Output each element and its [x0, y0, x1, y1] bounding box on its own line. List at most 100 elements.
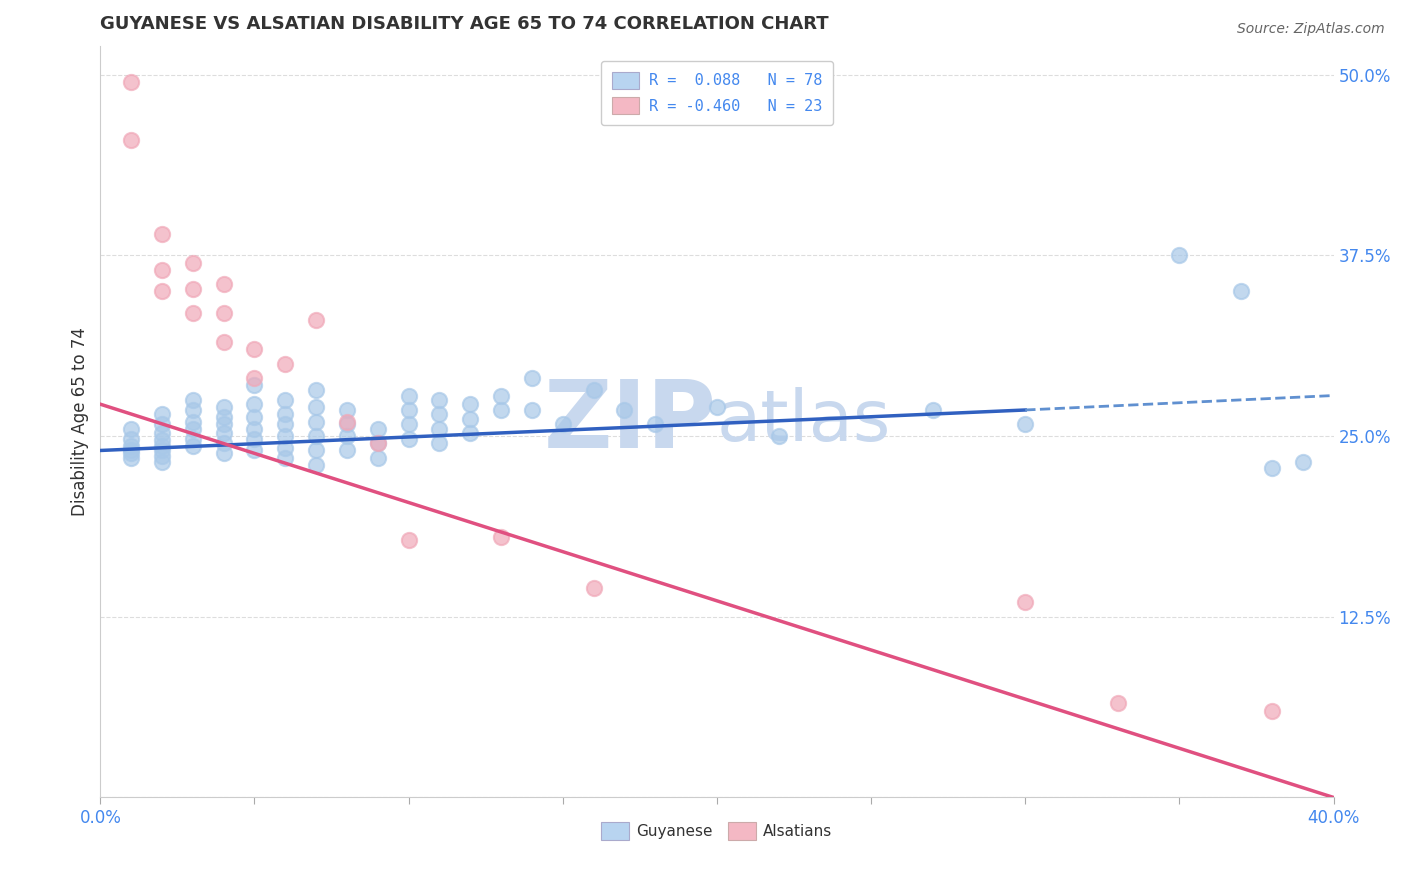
Point: [489, 403, 512, 417]
Point: [181, 415, 204, 429]
Point: [243, 443, 266, 458]
Point: [181, 306, 204, 320]
Point: [150, 434, 173, 448]
Point: [181, 432, 204, 446]
Point: [181, 403, 204, 417]
Point: [120, 446, 142, 460]
Point: [150, 417, 173, 432]
Point: [1292, 455, 1315, 469]
Point: [398, 403, 420, 417]
Point: [429, 436, 451, 450]
Point: [274, 357, 297, 371]
Point: [613, 403, 636, 417]
Point: [274, 429, 297, 443]
Point: [398, 388, 420, 402]
Point: [120, 133, 142, 147]
Point: [150, 227, 173, 241]
Point: [120, 439, 142, 453]
Point: [520, 371, 543, 385]
Point: [243, 371, 266, 385]
Point: [212, 306, 235, 320]
Point: [212, 446, 235, 460]
Point: [489, 388, 512, 402]
Point: [243, 378, 266, 392]
Point: [398, 417, 420, 432]
Point: [1230, 285, 1253, 299]
Point: [305, 443, 328, 458]
Point: [1261, 460, 1284, 475]
Point: [429, 407, 451, 421]
Point: [212, 277, 235, 292]
Point: [644, 417, 666, 432]
Point: [1261, 704, 1284, 718]
Legend: Guyanese, Alsatians: Guyanese, Alsatians: [595, 816, 839, 847]
Text: GUYANESE VS ALSATIAN DISABILITY AGE 65 TO 74 CORRELATION CHART: GUYANESE VS ALSATIAN DISABILITY AGE 65 T…: [100, 15, 830, 33]
Point: [181, 255, 204, 269]
Point: [367, 450, 389, 465]
Text: atlas: atlas: [717, 387, 891, 456]
Point: [181, 392, 204, 407]
Point: [150, 439, 173, 453]
Point: [212, 334, 235, 349]
Point: [212, 400, 235, 414]
Text: Source: ZipAtlas.com: Source: ZipAtlas.com: [1237, 22, 1385, 37]
Point: [1014, 595, 1036, 609]
Point: [367, 422, 389, 436]
Point: [367, 436, 389, 450]
Point: [120, 75, 142, 89]
Point: [212, 426, 235, 441]
Point: [212, 436, 235, 450]
Point: [398, 432, 420, 446]
Point: [243, 397, 266, 411]
Point: [150, 449, 173, 463]
Point: [429, 422, 451, 436]
Point: [181, 281, 204, 295]
Point: [274, 417, 297, 432]
Point: [706, 400, 728, 414]
Point: [336, 415, 359, 429]
Point: [150, 407, 173, 421]
Point: [458, 411, 481, 425]
Point: [274, 392, 297, 407]
Point: [305, 313, 328, 327]
Point: [582, 383, 605, 397]
Point: [305, 415, 328, 429]
Point: [243, 422, 266, 436]
Point: [336, 429, 359, 443]
Point: [150, 285, 173, 299]
Point: [458, 426, 481, 441]
Point: [305, 400, 328, 414]
Point: [243, 410, 266, 425]
Point: [274, 450, 297, 465]
Point: [1107, 697, 1129, 711]
Point: [1168, 248, 1191, 262]
Point: [212, 410, 235, 425]
Text: ZIP: ZIP: [544, 376, 717, 467]
Point: [120, 443, 142, 458]
Point: [336, 417, 359, 432]
Point: [243, 432, 266, 446]
Point: [212, 417, 235, 432]
Point: [274, 441, 297, 455]
Point: [243, 343, 266, 357]
Point: [150, 262, 173, 277]
Point: [150, 426, 173, 441]
Point: [398, 533, 420, 548]
Point: [520, 403, 543, 417]
Point: [582, 581, 605, 595]
Point: [305, 429, 328, 443]
Point: [1014, 417, 1036, 432]
Point: [181, 422, 204, 436]
Point: [551, 417, 574, 432]
Point: [429, 392, 451, 407]
Point: [150, 443, 173, 458]
Point: [336, 443, 359, 458]
Point: [274, 407, 297, 421]
Point: [367, 436, 389, 450]
Point: [305, 383, 328, 397]
Point: [336, 403, 359, 417]
Y-axis label: Disability Age 65 to 74: Disability Age 65 to 74: [72, 327, 89, 516]
Point: [181, 439, 204, 453]
Point: [120, 422, 142, 436]
Point: [489, 530, 512, 544]
